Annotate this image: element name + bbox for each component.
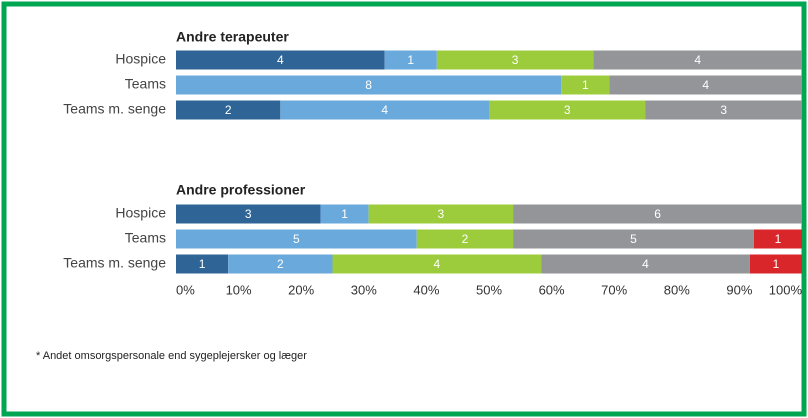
data-label: 5 [630, 232, 637, 246]
bar-segment [228, 254, 333, 274]
data-label: 2 [277, 257, 284, 271]
category-label: Teams m. senge [63, 255, 166, 271]
footnote: * Andet omsorgspersonale end sygeplejers… [36, 350, 307, 362]
x-tick-label: 20% [288, 282, 314, 297]
bar-segment [384, 50, 437, 70]
category-label: Teams m. senge [63, 101, 166, 117]
bar-segment [176, 229, 417, 249]
data-label: 8 [365, 78, 372, 92]
bar-segment [176, 50, 385, 70]
data-label: 4 [433, 257, 440, 271]
data-label: 3 [512, 53, 519, 67]
x-tick-label: 10% [226, 282, 252, 297]
x-tick-label: 0% [176, 282, 195, 297]
bar-segment [753, 229, 802, 249]
data-label: 4 [702, 78, 709, 92]
category-label: Hospice [115, 51, 166, 67]
data-label: 2 [225, 103, 232, 117]
bar-segment [513, 229, 754, 249]
bar-segment [320, 204, 369, 224]
x-tick-label: 90% [726, 282, 752, 297]
chart-title: Andre terapeuter [176, 29, 289, 45]
x-tick-label: 30% [351, 282, 377, 297]
data-label: 4 [694, 53, 701, 67]
bar-segment [609, 75, 802, 95]
bar-segment [561, 75, 610, 95]
bar-segment [541, 254, 750, 274]
data-label: 6 [654, 207, 661, 221]
bar-segment [176, 204, 321, 224]
data-label: 1 [773, 257, 780, 271]
data-label: 3 [564, 103, 571, 117]
bar-segment [368, 204, 514, 224]
chart-title: Andre professioner [176, 182, 306, 198]
x-tick-label: 40% [413, 282, 439, 297]
category-label: Teams [125, 76, 166, 92]
data-label: 3 [245, 207, 252, 221]
bar-segment [513, 204, 802, 224]
data-label: 4 [381, 103, 388, 117]
category-label: Hospice [115, 205, 166, 221]
bar-segment [749, 254, 802, 274]
bar-segment [176, 100, 281, 120]
x-tick-label: 80% [664, 282, 690, 297]
data-label: 3 [720, 103, 727, 117]
data-label: 1 [407, 53, 414, 67]
data-label: 5 [293, 232, 300, 246]
bar-segment [176, 75, 562, 95]
bar-segment [593, 50, 802, 70]
bar-segment [332, 254, 542, 274]
data-label: 1 [341, 207, 348, 221]
x-tick-label: 60% [539, 282, 565, 297]
x-tick-label: 70% [601, 282, 627, 297]
data-label: 3 [438, 207, 445, 221]
bar-segment [645, 100, 802, 120]
data-label: 4 [642, 257, 649, 271]
bar-segment [436, 50, 594, 70]
data-label: 2 [462, 232, 469, 246]
data-label: 4 [277, 53, 284, 67]
x-tick-label: 50% [476, 282, 502, 297]
data-label: 1 [775, 232, 782, 246]
x-tick-label: 100% [769, 282, 803, 297]
bar-segment [176, 254, 229, 274]
bar-segment [489, 100, 646, 120]
data-label: 1 [199, 257, 206, 271]
bar-segment [416, 229, 514, 249]
data-label: 1 [582, 78, 589, 92]
bar-segment [280, 100, 489, 120]
category-label: Teams [125, 230, 166, 246]
